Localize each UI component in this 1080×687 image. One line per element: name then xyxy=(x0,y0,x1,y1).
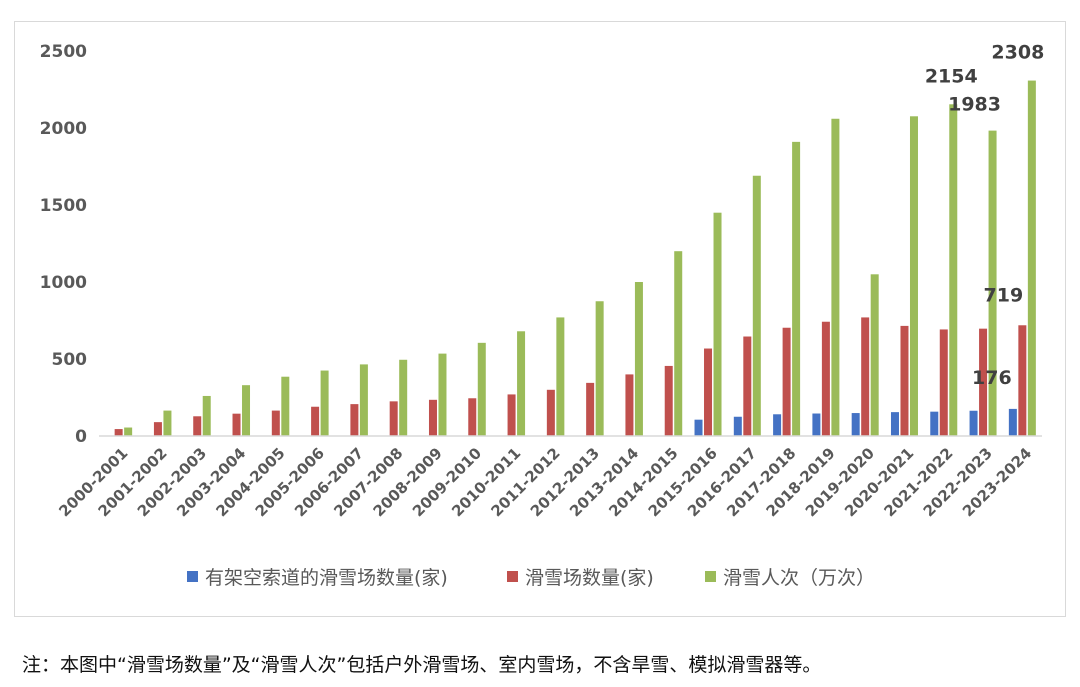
bar-series-2 xyxy=(713,212,722,436)
bar-series-1 xyxy=(782,327,791,436)
bar-series-2 xyxy=(949,104,958,436)
y-axis: 0 500 1000 1500 2000 2500 xyxy=(40,42,87,447)
bar-series-2 xyxy=(163,410,172,436)
bar-series-1 xyxy=(586,382,595,436)
bar-series-2 xyxy=(595,301,604,436)
bar-series-0 xyxy=(1008,408,1017,436)
y-tick-label: 0 xyxy=(75,427,87,447)
y-tick-label: 500 xyxy=(52,350,88,370)
bar-series-2 xyxy=(792,141,801,437)
bar-series-1 xyxy=(861,317,870,436)
data-label: 719 xyxy=(984,284,1024,306)
bar-series-2 xyxy=(242,385,251,436)
bar-series-1 xyxy=(468,398,477,436)
bar-series-1 xyxy=(232,413,241,436)
data-label: 1983 xyxy=(948,94,1001,116)
bar-series-1 xyxy=(664,365,673,436)
bar-series-2 xyxy=(320,370,329,436)
bar-series-0 xyxy=(773,414,782,436)
y-tick-label: 1000 xyxy=(40,273,87,293)
bar-series-1 xyxy=(939,329,948,436)
bar-series-2 xyxy=(399,359,408,436)
bar-series-1 xyxy=(979,328,988,436)
legend-label: 有架空索道的滑雪场数量(家) xyxy=(205,567,448,589)
bar-series-1 xyxy=(389,401,398,436)
chart-frame: 0 500 1000 1500 2000 2500 2000-2001 2001-2002 2… xyxy=(14,21,1066,617)
bar-series-2 xyxy=(202,395,211,436)
bar-series-1 xyxy=(1018,325,1027,436)
bar-series-1 xyxy=(114,429,123,436)
bar-series-0 xyxy=(694,419,703,436)
bar-series-0 xyxy=(851,413,860,436)
bar-series-1 xyxy=(507,394,516,436)
bar-series-1 xyxy=(311,406,320,436)
data-label: 2308 xyxy=(991,42,1044,64)
bar-series-0 xyxy=(930,411,939,436)
bar-series-1 xyxy=(153,422,162,436)
bar-series-1 xyxy=(900,325,909,436)
bar-series-2 xyxy=(359,364,368,436)
bar-series-2 xyxy=(674,251,683,436)
bar-series-2 xyxy=(556,317,565,436)
bar-series-1 xyxy=(193,416,202,436)
bar-series-2 xyxy=(124,427,133,436)
bar-series-2 xyxy=(988,130,997,437)
legend-label: 滑雪场数量(家) xyxy=(525,567,654,589)
legend-swatch-1 xyxy=(507,571,518,582)
bars xyxy=(114,80,1036,437)
bar-series-2 xyxy=(281,376,290,436)
bar-series-0 xyxy=(733,416,742,436)
bar-chart: 0 500 1000 1500 2000 2500 2000-20012001-20022… xyxy=(40,42,1045,589)
data-label: 2154 xyxy=(925,65,978,87)
footnote: 注：本图中“滑雪场数量”及“滑雪人次”包括户外滑雪场、室内雪场，不含旱雪、模拟滑… xyxy=(22,654,822,676)
bar-series-2 xyxy=(1027,80,1036,437)
legend-swatch-2 xyxy=(705,571,716,582)
bar-series-2 xyxy=(477,342,486,436)
bar-series-1 xyxy=(625,374,634,436)
bar-series-2 xyxy=(438,353,447,436)
bar-series-1 xyxy=(704,348,713,436)
y-tick-label: 2500 xyxy=(40,42,87,62)
bar-series-1 xyxy=(428,399,437,436)
bar-series-2 xyxy=(870,274,879,436)
bar-series-1 xyxy=(271,410,280,436)
bar-series-2 xyxy=(831,118,840,436)
bar-series-2 xyxy=(634,282,643,436)
legend-swatch-0 xyxy=(187,571,198,582)
bar-series-1 xyxy=(821,321,830,436)
y-tick-label: 2000 xyxy=(40,119,87,139)
legend: 有架空索道的滑雪场数量(家) 滑雪场数量(家) 滑雪人次（万次） xyxy=(187,567,875,589)
data-labels: 2154 1983 2308 719 176 xyxy=(925,42,1044,389)
bar-series-1 xyxy=(743,336,752,436)
bar-series-1 xyxy=(350,404,359,436)
bar-series-2 xyxy=(909,116,918,437)
bar-series-0 xyxy=(812,413,821,436)
bar-series-0 xyxy=(969,410,978,436)
legend-label: 滑雪人次（万次） xyxy=(723,567,875,589)
bar-series-0 xyxy=(890,412,899,436)
x-axis-labels: 2000-20012001-20022002-20032003-20042004… xyxy=(55,444,1035,520)
bar-series-1 xyxy=(546,389,555,436)
y-tick-label: 1500 xyxy=(40,196,87,216)
data-label: 176 xyxy=(972,367,1012,389)
bar-series-2 xyxy=(752,175,761,437)
bar-series-2 xyxy=(517,331,526,436)
